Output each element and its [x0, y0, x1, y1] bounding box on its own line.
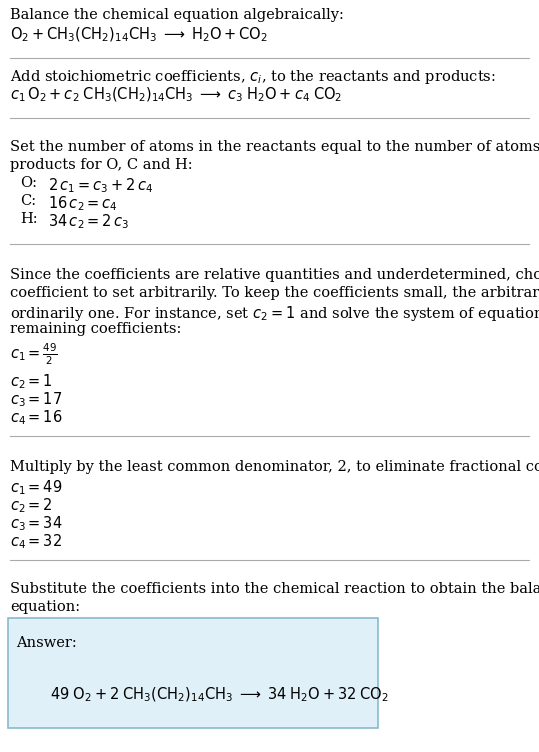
- Text: $c_4 = 32$: $c_4 = 32$: [10, 532, 62, 550]
- Text: Balance the chemical equation algebraically:: Balance the chemical equation algebraica…: [10, 8, 344, 22]
- Text: Substitute the coefficients into the chemical reaction to obtain the balanced: Substitute the coefficients into the che…: [10, 582, 539, 596]
- Text: O:: O:: [20, 176, 37, 190]
- Text: $49\;\mathrm{O_2} + 2\;\mathrm{CH_3(CH_2)_{14}CH_3} \;\longrightarrow\; 34\;\mat: $49\;\mathrm{O_2} + 2\;\mathrm{CH_3(CH_2…: [50, 686, 389, 705]
- Text: $c_2 = 2$: $c_2 = 2$: [10, 496, 53, 514]
- Text: Multiply by the least common denominator, 2, to eliminate fractional coefficient: Multiply by the least common denominator…: [10, 460, 539, 474]
- Text: equation:: equation:: [10, 600, 80, 614]
- Text: C:: C:: [20, 194, 36, 208]
- Text: $c_2 = 1$: $c_2 = 1$: [10, 372, 53, 391]
- Text: H:: H:: [20, 212, 38, 226]
- Text: Since the coefficients are relative quantities and underdetermined, choose a: Since the coefficients are relative quan…: [10, 268, 539, 282]
- Text: ordinarily one. For instance, set $c_2 = 1$ and solve the system of equations fo: ordinarily one. For instance, set $c_2 =…: [10, 304, 539, 323]
- Bar: [8, 618, 378, 728]
- Text: $c_3 = 34$: $c_3 = 34$: [10, 514, 63, 532]
- Text: products for O, C and H:: products for O, C and H:: [10, 158, 192, 172]
- Text: Set the number of atoms in the reactants equal to the number of atoms in the: Set the number of atoms in the reactants…: [10, 140, 539, 154]
- Text: $c_4 = 16$: $c_4 = 16$: [10, 408, 63, 426]
- Text: Answer:: Answer:: [16, 636, 77, 650]
- Text: $c_3 = 17$: $c_3 = 17$: [10, 390, 63, 408]
- Text: Add stoichiometric coefficients, $c_i$, to the reactants and products:: Add stoichiometric coefficients, $c_i$, …: [10, 68, 496, 86]
- Text: $2\,c_1 = c_3 + 2\,c_4$: $2\,c_1 = c_3 + 2\,c_4$: [48, 176, 153, 195]
- Text: $34\,c_2 = 2\,c_3$: $34\,c_2 = 2\,c_3$: [48, 212, 129, 231]
- Text: $c_1 = 49$: $c_1 = 49$: [10, 478, 63, 497]
- Text: $16\,c_2 = c_4$: $16\,c_2 = c_4$: [48, 194, 118, 213]
- Text: $c_1\,\mathrm{O_2} + c_2\;\mathrm{CH_3(CH_2)_{14}CH_3} \;\longrightarrow\; c_3\;: $c_1\,\mathrm{O_2} + c_2\;\mathrm{CH_3(C…: [10, 86, 342, 105]
- Text: remaining coefficients:: remaining coefficients:: [10, 322, 182, 336]
- Text: $c_1 = \frac{49}{2}$: $c_1 = \frac{49}{2}$: [10, 342, 58, 368]
- Text: $\mathrm{O_2 + CH_3(CH_2)_{14}CH_3 \;\longrightarrow\; H_2O + CO_2}$: $\mathrm{O_2 + CH_3(CH_2)_{14}CH_3 \;\lo…: [10, 26, 268, 44]
- Text: coefficient to set arbitrarily. To keep the coefficients small, the arbitrary va: coefficient to set arbitrarily. To keep …: [10, 286, 539, 300]
